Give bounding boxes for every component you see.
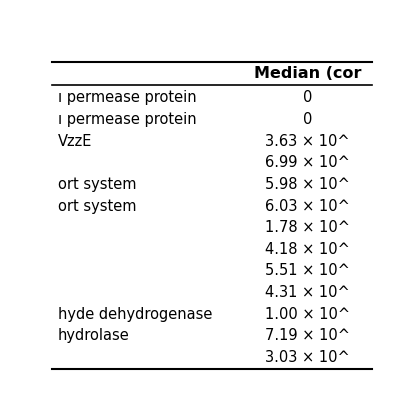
Text: 4.18 × 10^: 4.18 × 10^ [265,242,350,257]
Text: 3.63 × 10^: 3.63 × 10^ [266,134,350,149]
Text: 4.31 × 10^: 4.31 × 10^ [265,285,350,300]
Text: 6.99 × 10^: 6.99 × 10^ [265,155,350,170]
Text: 7.19 × 10^: 7.19 × 10^ [265,328,350,343]
Text: 5.98 × 10^: 5.98 × 10^ [265,177,350,192]
Text: hydrolase: hydrolase [58,328,130,343]
Text: Median (cor: Median (cor [254,66,361,81]
Text: ort system: ort system [58,177,137,192]
Text: 6.03 × 10^: 6.03 × 10^ [265,199,350,214]
Text: ı permease protein: ı permease protein [58,112,197,127]
Text: 0: 0 [303,112,312,127]
Text: VzzE: VzzE [58,134,93,149]
Text: 5.51 × 10^: 5.51 × 10^ [265,263,350,278]
Text: 1.78 × 10^: 1.78 × 10^ [265,220,350,235]
Text: hyde dehydrogenase: hyde dehydrogenase [58,307,212,322]
Text: ı permease protein: ı permease protein [58,90,197,105]
Text: 3.03 × 10^: 3.03 × 10^ [265,350,350,365]
Text: ort system: ort system [58,199,137,214]
Text: 0: 0 [303,90,312,105]
Text: 1.00 × 10^: 1.00 × 10^ [265,307,350,322]
